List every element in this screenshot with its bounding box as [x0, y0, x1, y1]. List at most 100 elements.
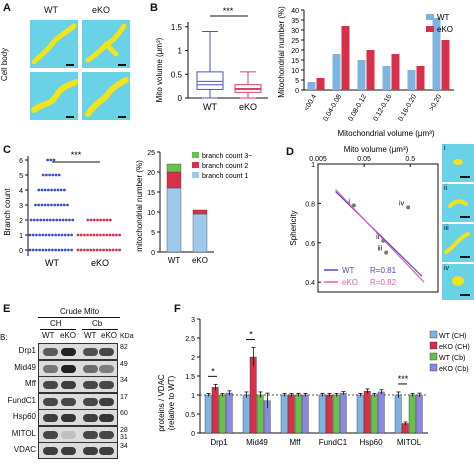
blot-band: [83, 397, 98, 406]
thumb-label-iii: iii: [444, 225, 449, 232]
stack-ytick-label: 5: [151, 230, 155, 237]
scatter-y-label: Sphericity: [289, 210, 298, 245]
blot-band: [83, 364, 98, 373]
blot-row-label: Mff: [25, 379, 36, 388]
blot-band: [99, 447, 114, 455]
f-bar: [249, 356, 257, 434]
dot-y-label: Branch count: [3, 188, 12, 236]
f-ytick-label: 0.5: [185, 412, 195, 419]
dot-point: [58, 218, 62, 222]
f-legend-label: WT (CH): [439, 333, 466, 340]
dot-point: [96, 218, 99, 222]
f-legend-label: eKO (CH): [439, 344, 470, 351]
dot-point: [51, 233, 54, 237]
dot-point: [63, 248, 67, 252]
f-legend-label: eKO (Cb): [439, 366, 469, 373]
dot-point: [59, 203, 63, 207]
dot-point: [49, 158, 53, 162]
box-cat-wt: WT: [203, 102, 217, 112]
panel-a-tile-eko-1: [82, 20, 130, 68]
f-sig-mark: *: [211, 366, 215, 376]
dot-sig: ***: [71, 150, 82, 160]
blot-row-label: MITOL: [11, 428, 36, 438]
panel-label-e: E: [3, 303, 11, 315]
thumb-label-i: i: [444, 145, 446, 152]
dot-point: [35, 248, 38, 252]
dot-point: [99, 233, 102, 237]
scatter-svg: Mito volume (μm³) 0.005 0.05 0.5 0.4 0.6 0.8…: [289, 145, 439, 293]
dot-point: [86, 248, 89, 252]
dot-point: [64, 218, 68, 222]
hist-legend-swatch-wt: [426, 14, 434, 20]
panel-a-tile-eko-2: [82, 72, 130, 120]
dot-point: [55, 218, 59, 222]
scatter-point: [384, 250, 389, 255]
dot-point: [53, 203, 57, 207]
histogram-svg: Mitochondrial number (%) 0 5 10 15 20 25 30 35 4…: [277, 6, 454, 138]
hist-bar: [341, 26, 350, 90]
f-bar: [256, 394, 264, 434]
panel-a-tile-wt-1: [30, 20, 78, 68]
f-bar: [415, 394, 423, 434]
box-ytick-label: 0.5: [171, 70, 183, 79]
dot-point: [111, 233, 115, 237]
blot-lane-2: eKO: [60, 331, 77, 340]
dot-point: [63, 233, 67, 237]
blot-kda: 34: [120, 377, 128, 384]
panel-a-tile-wt-2: [30, 72, 78, 120]
f-y-label-2: (relative to WT): [167, 375, 176, 430]
blot-kda: 28 31: [120, 426, 128, 441]
dot-cat-wt: WT: [45, 258, 59, 268]
f-bar: [280, 394, 288, 434]
blot-lane-3: WT: [84, 331, 97, 340]
panel-a-col-wt: WT: [44, 5, 58, 15]
blot-row-label: Drp1: [18, 346, 36, 355]
dot-point: [48, 218, 52, 222]
scatter-point: [381, 238, 386, 243]
blot-group-ch: CH: [50, 319, 62, 328]
blot-band: [61, 447, 76, 455]
stack-segment: [166, 171, 182, 189]
stack-cat-eko: eKO: [192, 256, 208, 265]
scatter-ytick-label: 1: [311, 162, 315, 169]
blot-band: [99, 414, 114, 422]
scatter-legend-wt: WT: [342, 266, 355, 275]
dot-point: [29, 218, 33, 222]
panel-a-col-eko: eKO: [92, 5, 111, 15]
hist-legend-swatch-eko: [426, 26, 434, 32]
hist-bar: [366, 50, 375, 90]
dot-ytick-label: 6: [19, 158, 23, 165]
f-bar: [218, 394, 226, 434]
scatter-point-label: iii: [377, 246, 382, 253]
hist-ytick-label: 10: [291, 68, 299, 75]
dot-point: [95, 233, 99, 237]
dot-point: [53, 188, 57, 192]
dot-point: [111, 248, 115, 252]
dot-point: [70, 248, 73, 252]
dot-point: [76, 233, 80, 237]
blot-band: [61, 414, 76, 422]
stack-ytick-label: 20: [147, 170, 155, 177]
hist-ytick-label: 30: [291, 28, 299, 35]
hist-ytick-label: 20: [291, 48, 299, 55]
dot-point: [52, 218, 55, 222]
hist-bar: [357, 60, 366, 90]
dot-point: [70, 233, 73, 237]
dot-ytick-label: 1: [19, 233, 23, 240]
blot-band: [61, 430, 76, 439]
f-ytick-label: 1: [191, 393, 195, 400]
stack-legend-1: branch count 1: [202, 173, 248, 180]
f-ytick-label: 1.5: [185, 374, 195, 381]
dot-point: [43, 188, 47, 192]
f-bar: [332, 394, 340, 434]
dot-point: [99, 218, 103, 222]
thumb-iv-scale: [460, 294, 470, 296]
dot-point: [46, 158, 49, 162]
grouped-bar-svg: proteins / VDAC (relative to WT) 0 0.5 1 1.…: [157, 317, 470, 447]
dot-point: [47, 188, 50, 192]
dot-point: [62, 203, 66, 207]
panel-d: D Mito volume (μm³) 0.005 0.05 0.5 0.4 0.6 0…: [284, 142, 474, 302]
hist-bar: [316, 78, 325, 90]
thumb-i: i: [442, 144, 474, 182]
panel-f: F proteins / VDAC (relative to WT) 0 0.5 1…: [150, 303, 474, 461]
